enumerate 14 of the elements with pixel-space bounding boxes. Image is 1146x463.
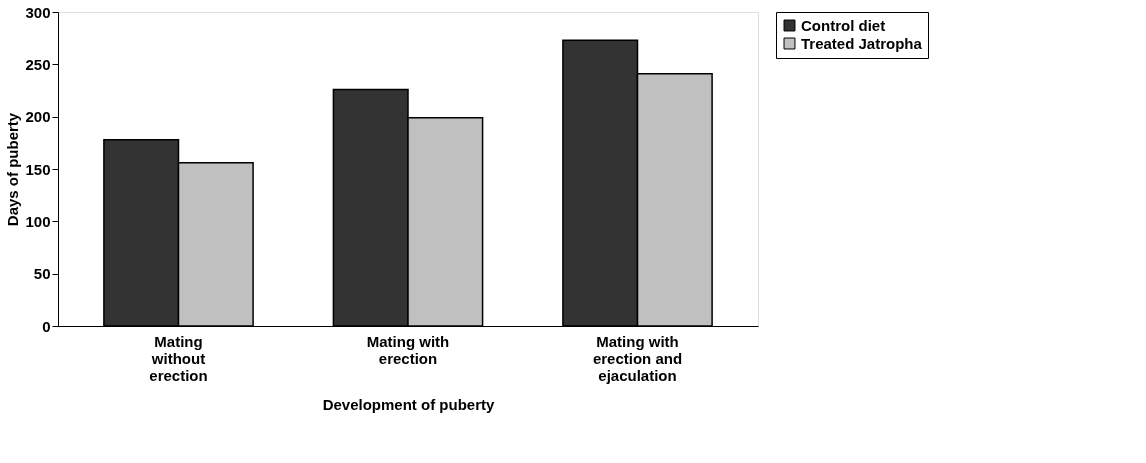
y-tick-label: 50 <box>33 265 51 283</box>
y-axis-title: Days of puberty <box>4 112 22 227</box>
x-tick-label: Mating with erection and ejaculation <box>592 332 683 384</box>
y-tick-label: 150 <box>25 160 51 178</box>
x-tick-label: Mating with erection <box>366 332 450 367</box>
y-tick-label: 100 <box>25 212 51 230</box>
legend-label: Control diet <box>801 16 886 34</box>
y-tick-label: 250 <box>25 55 51 73</box>
y-tick-label: 300 <box>25 3 51 21</box>
x-axis-title: Development of puberty <box>322 395 495 413</box>
legend-label: Treated Jatropha <box>801 34 923 52</box>
x-tick-label: Mating without erection <box>149 332 208 384</box>
y-tick-label: 200 <box>25 108 51 126</box>
y-tick-label: 0 <box>42 317 51 335</box>
